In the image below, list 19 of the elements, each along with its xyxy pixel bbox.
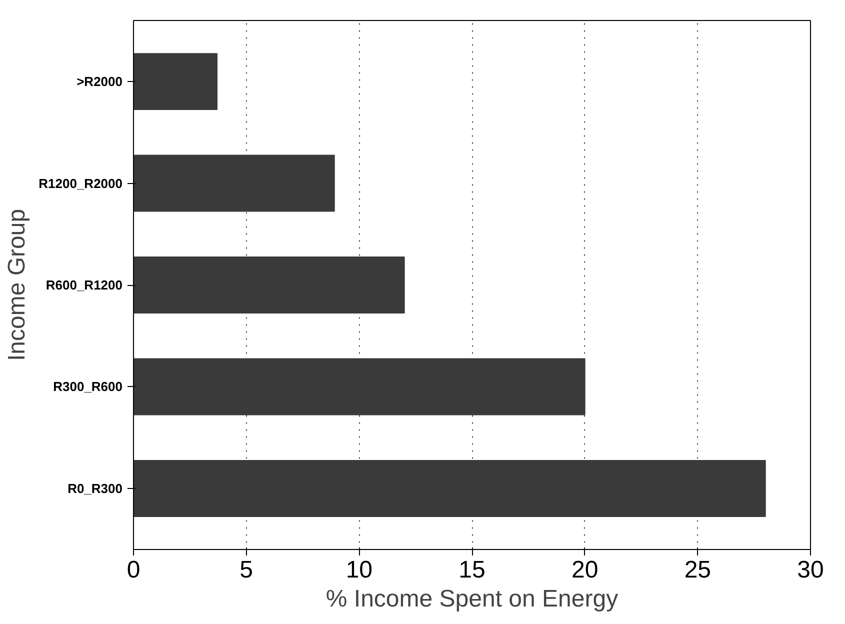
bar [134, 256, 405, 314]
x-tick-label: 5 [240, 556, 254, 584]
y-axis-title: Income Group [4, 208, 31, 362]
x-tick-label: 30 [797, 556, 824, 584]
x-tick-label: 25 [684, 556, 712, 584]
y-tick-label: R0_R300 [68, 480, 123, 496]
x-tick-label: 10 [346, 556, 373, 584]
bar [134, 358, 586, 416]
bar [134, 154, 335, 212]
bar [134, 53, 218, 110]
y-tick-label: R600_R1200 [46, 278, 123, 292]
y-tick-label: >R2000 [76, 74, 123, 90]
x-tick-label: 15 [458, 556, 486, 584]
y-tick-label: R1200_R2000 [38, 176, 123, 191]
y-tick-label: R300_R600 [53, 379, 123, 394]
bar [134, 460, 766, 517]
x-axis-title: % Income Spent on Energy [326, 586, 618, 612]
x-tick-label: 20 [571, 556, 598, 584]
x-tick-label: 0 [126, 556, 140, 584]
